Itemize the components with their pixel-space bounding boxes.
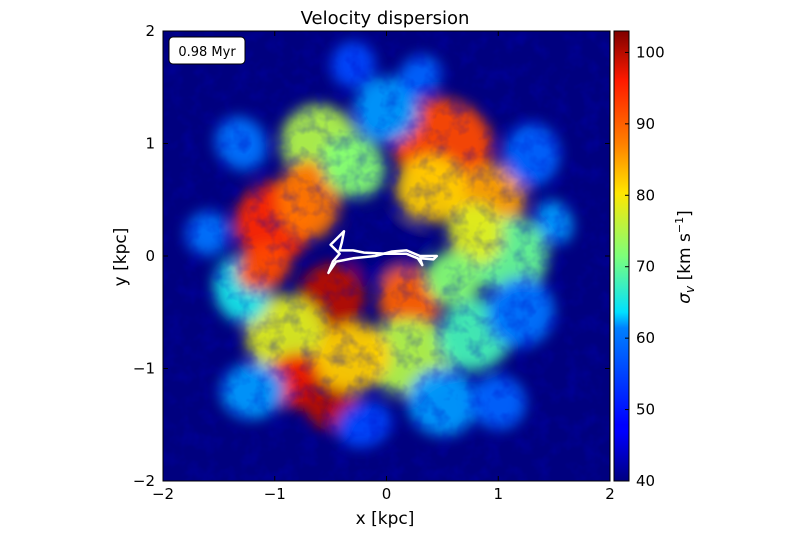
colorbar-tick-label: 50: [636, 401, 655, 419]
y-tick-label: −2: [133, 472, 155, 490]
y-tick-label: 0: [145, 247, 155, 265]
x-tick-label: 0: [382, 485, 392, 503]
y-axis-ticks: −2 −1 0 1 2: [133, 22, 610, 490]
x-axis-label: x [kpc]: [356, 509, 415, 529]
colorbar: 40 50 60 70 80 90 100 σv [km s−1]: [613, 30, 697, 490]
x-tick-label: −2: [152, 485, 174, 503]
x-axis-ticks: −2 −1 0 1 2: [152, 31, 615, 503]
colorbar-label-close: ]: [675, 210, 695, 217]
y-axis-label: y [kpc]: [111, 228, 131, 287]
colorbar-tick-label: 40: [636, 472, 655, 490]
colorbar-tick-label: 80: [636, 186, 655, 204]
colorbar-tick-label: 90: [636, 115, 655, 133]
colorbar-gradient: [613, 30, 630, 482]
colorbar-label-subscript: v: [683, 285, 697, 293]
time-annotation-label: 0.98 Myr: [178, 45, 236, 60]
x-tick-label: 1: [493, 485, 503, 503]
white-contour: [327, 230, 439, 275]
plot-area: −2 −1 0 1 2 −2 −1 0 1 2: [133, 22, 615, 503]
texture-overlay: [163, 31, 610, 481]
speckle-texture: [163, 31, 610, 481]
chart-title: Velocity dispersion: [301, 8, 470, 29]
time-annotation: 0.98 Myr: [168, 36, 246, 65]
colorbar-label-symbol: σ: [675, 292, 695, 304]
colorbar-label: σv [km s−1]: [673, 210, 697, 303]
x-tick-label: 2: [605, 485, 615, 503]
colorbar-tick-label: 100: [636, 43, 665, 61]
colorbar-ticks: 40 50 60 70 80 90 100: [625, 43, 665, 490]
y-tick-label: −1: [133, 360, 155, 378]
colorbar-label-exponent: −1: [673, 217, 686, 233]
y-tick-label: 2: [145, 22, 155, 40]
colorbar-label-units: [km s: [675, 233, 695, 286]
time-annotation-box: [168, 36, 246, 65]
colorbar-tick-label: 70: [636, 258, 655, 276]
x-tick-label: −1: [264, 485, 286, 503]
colorbar-tick-label: 60: [636, 329, 655, 347]
y-tick-label: 1: [145, 135, 155, 153]
